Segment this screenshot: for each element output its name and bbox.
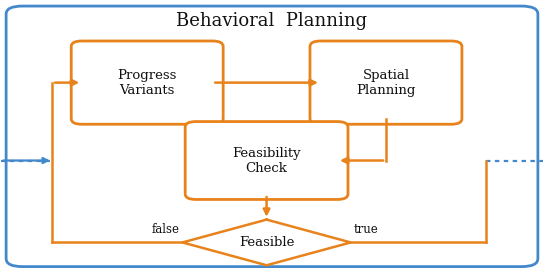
Text: Feasibility
Check: Feasibility Check bbox=[232, 147, 301, 174]
Text: false: false bbox=[152, 223, 180, 236]
Text: Feasible: Feasible bbox=[239, 236, 294, 249]
FancyBboxPatch shape bbox=[185, 122, 348, 200]
Text: Spatial
Planning: Spatial Planning bbox=[356, 69, 416, 97]
Text: true: true bbox=[354, 223, 378, 236]
FancyBboxPatch shape bbox=[71, 41, 223, 124]
FancyBboxPatch shape bbox=[6, 6, 538, 266]
Text: Progress
Variants: Progress Variants bbox=[118, 69, 177, 97]
Text: Behavioral  Planning: Behavioral Planning bbox=[176, 12, 368, 30]
FancyBboxPatch shape bbox=[310, 41, 462, 124]
